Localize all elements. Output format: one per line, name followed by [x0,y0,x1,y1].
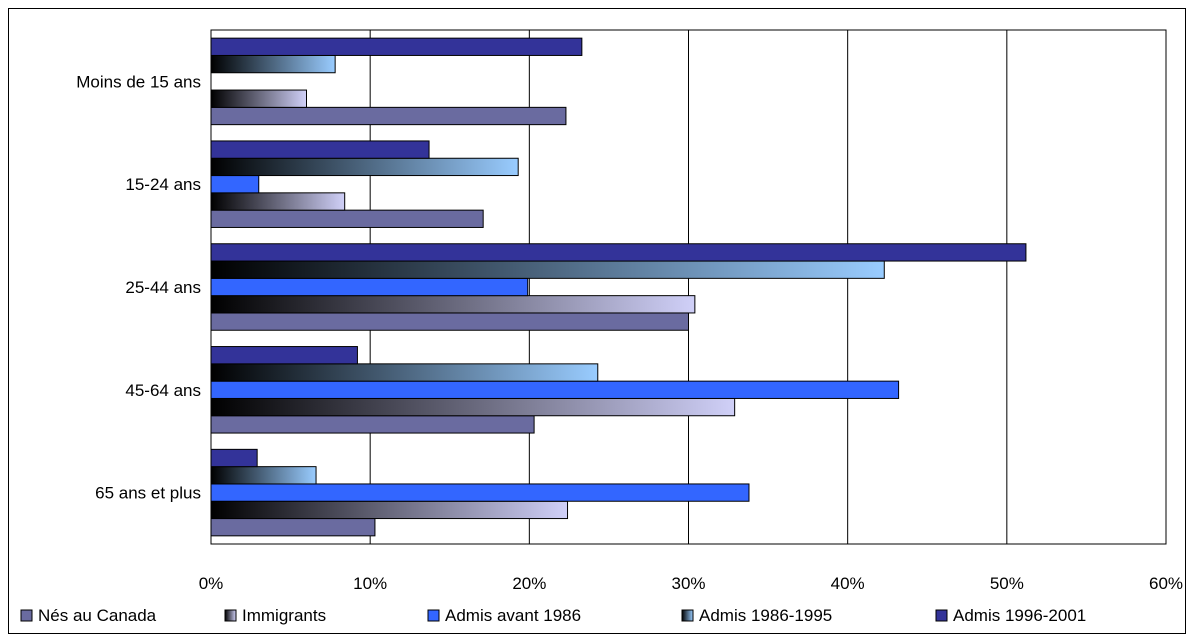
x-tick-label: 10% [353,574,387,593]
bar-admis-1986-1995-15-24-ans [210,157,519,177]
bar-nes-au-canada-65-ans-et-plus [210,518,376,537]
bar-chart: 0% 10% 20% 30% 40% 50% 60% Moins de 15 ans 15-24… [20,29,1183,625]
bar-admis-1996-2001-65-ans-et-plus [210,448,258,468]
category-label: 15-24 ans [125,175,201,194]
bar-nes-au-canada-moins-de-15-ans [210,106,567,126]
bar-admis-1996-2001-45-64-ans [210,346,358,365]
bar-admis-1996-2001-15-24-ans [210,140,430,159]
bar-immigrants-15-24-ans [210,192,346,211]
legend-label-admis-avant-1986: Admis avant 1986 [445,606,581,625]
category-label: 45-64 ans [125,381,201,400]
bar-nes-au-canada-45-64-ans [210,415,535,434]
category-label: 25-44 ans [125,278,201,297]
x-tick-label: 0% [199,574,224,593]
legend-swatch-nes-au-canada [20,609,33,622]
bar-admis-1986-1995-65-ans-et-plus [210,466,317,485]
bar-admis-avant-1986-15-24-ans [210,175,260,194]
bar-immigrants-65-ans-et-plus [210,500,569,520]
legend: Nés au Canada Immigrants Admis avant 1986 A… [20,606,1086,625]
bar-immigrants-25-44-ans [210,295,696,314]
legend-label-admis-1996-2001: Admis 1996-2001 [953,606,1086,625]
bar-nes-au-canada-15-24-ans [210,209,484,228]
category-label: 65 ans et plus [95,484,201,503]
x-tick-label: 50% [990,574,1024,593]
legend-swatch-admis-1986-1995 [681,609,694,622]
legend-label-immigrants: Immigrants [242,606,326,625]
bar-admis-1986-1995-45-64-ans [210,363,599,382]
category-label: Moins de 15 ans [76,72,201,91]
bar-nes-au-canada-25-44-ans [210,312,689,331]
bars [210,37,1027,537]
bar-admis-avant-1986-25-44-ans [210,277,529,297]
tick-labels: 0% 10% 20% 30% 40% 50% 60% Moins de 15 ans 15-24… [76,72,1183,593]
bar-immigrants-45-64-ans [210,397,736,417]
x-tick-label: 30% [671,574,705,593]
x-tick-label: 20% [512,574,546,593]
legend-swatch-admis-avant-1986 [427,609,440,622]
x-tick-label: 60% [1149,574,1183,593]
chart-frame: 0% 10% 20% 30% 40% 50% 60% Moins de 15 ans 15-24… [8,8,1186,634]
bar-admis-1986-1995-moins-de-15-ans [210,54,336,74]
bar-immigrants-moins-de-15-ans [210,89,307,108]
x-tick-label: 40% [831,574,865,593]
legend-swatch-immigrants [224,609,237,622]
bar-admis-1986-1995-25-44-ans [210,260,885,279]
legend-label-nes-au-canada: Nés au Canada [38,606,157,625]
bar-admis-1996-2001-25-44-ans [210,243,1027,262]
legend-swatch-admis-1996-2001 [935,609,948,622]
bar-admis-avant-1986-65-ans-et-plus [210,483,750,502]
bar-admis-1996-2001-moins-de-15-ans [210,37,583,56]
legend-label-admis-1986-1995: Admis 1986-1995 [699,606,832,625]
bar-admis-avant-1986-45-64-ans [210,380,900,399]
